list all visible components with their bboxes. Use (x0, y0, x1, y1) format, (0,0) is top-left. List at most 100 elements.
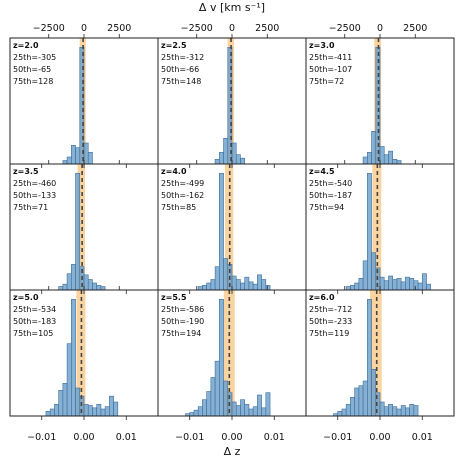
histogram-bar (240, 282, 245, 291)
histogram-bar (202, 399, 207, 417)
p50-label: 50th=-233 (309, 317, 352, 326)
redshift-label: z=4.0 (161, 167, 187, 176)
histogram-bar (358, 278, 364, 291)
histogram-bar (409, 404, 415, 417)
histogram-bar (350, 285, 355, 291)
histogram-bar (206, 391, 212, 417)
histogram-bar (92, 282, 97, 291)
histogram-bar (235, 405, 241, 417)
histogram-bar (426, 283, 432, 291)
p75-label: 75th=128 (13, 77, 53, 86)
histogram-bar (66, 273, 72, 291)
p50-label: 50th=-133 (13, 191, 56, 200)
panel: z=2.0 25th=-305 50th=-65 75th=128 (9, 37, 159, 165)
redshift-label: z=6.0 (309, 293, 335, 302)
p50-label: 50th=-187 (309, 191, 352, 200)
histogram-bar (231, 275, 237, 291)
histogram-bar (214, 266, 220, 291)
histogram-bar (383, 280, 389, 291)
panel: z=4.0 25th=-499 50th=-162 75th=85 (157, 163, 307, 291)
p25-label: 25th=-411 (309, 53, 352, 62)
p50-label: 50th=-183 (13, 317, 56, 326)
x-tick-label: −0.01 (323, 432, 352, 443)
histogram-bar (341, 408, 347, 417)
histogram-bar (210, 377, 216, 417)
histogram-bar (379, 146, 385, 165)
x-tick-label: 0.01 (412, 432, 433, 443)
histogram-bar (417, 282, 423, 291)
redshift-label: z=5.5 (161, 293, 187, 302)
p75-label: 75th=119 (309, 329, 349, 338)
x-tick-label: 0.01 (116, 432, 137, 443)
p50-label: 50th=-190 (161, 317, 204, 326)
panel: z=3.5 25th=-460 50th=-133 75th=71 (9, 163, 159, 291)
histogram-bar (421, 273, 427, 291)
histogram-bar (58, 286, 64, 291)
panel: z=3.0 25th=-411 50th=-107 75th=72 (305, 37, 455, 165)
p25-label: 25th=-540 (309, 179, 352, 188)
histogram-bar (392, 406, 398, 417)
redshift-label: z=4.5 (309, 167, 335, 176)
histogram-bar (261, 407, 267, 417)
p75-label: 75th=85 (161, 203, 196, 212)
histogram-bar (367, 173, 372, 291)
histogram-bar (383, 406, 389, 417)
histogram-bar (189, 412, 195, 417)
histogram-bar (223, 380, 229, 417)
histogram-bar (202, 285, 207, 291)
bottom-axis-label: Δ z (224, 445, 241, 458)
p50-label: 50th=-65 (13, 65, 51, 74)
histogram-bar (392, 159, 398, 165)
p75-label: 75th=148 (161, 77, 201, 86)
histogram-bar (413, 280, 419, 291)
redshift-label: z=2.0 (13, 41, 39, 50)
histogram-bar (244, 276, 250, 291)
p25-label: 25th=-499 (161, 179, 204, 188)
top-tick-label: −2500 (181, 23, 213, 34)
top-tick-label: 2500 (403, 23, 427, 34)
histogram-bar (345, 404, 351, 417)
redshift-label: z=3.5 (13, 167, 39, 176)
p50-label: 50th=-162 (161, 191, 204, 200)
histogram-bar (388, 404, 393, 417)
percentile-band (369, 290, 382, 416)
histogram-bar (354, 387, 360, 417)
histogram-bar (87, 152, 93, 165)
histogram-bar (413, 405, 419, 417)
top-tick-label: 0 (229, 23, 235, 34)
p25-label: 25th=-534 (13, 305, 56, 314)
histogram-bar (75, 147, 81, 165)
histogram-bar (62, 383, 68, 417)
x-tick-label: −0.01 (27, 432, 56, 443)
histogram-bar (400, 281, 406, 291)
histogram-bar (83, 274, 89, 291)
histogram-bar (362, 380, 368, 417)
histogram-bar (235, 154, 241, 165)
panel: z=4.5 25th=-540 50th=-187 75th=94 (305, 163, 455, 291)
histogram-bar (75, 387, 81, 417)
p75-label: 75th=105 (13, 329, 53, 338)
x-tick-label: −0.01 (175, 432, 204, 443)
histogram-bar (392, 279, 398, 291)
histogram-bar (197, 406, 203, 417)
histogram-bar (383, 154, 389, 165)
p25-label: 25th=-712 (309, 305, 352, 314)
histogram-bar (235, 279, 241, 291)
histogram-bar (231, 142, 237, 165)
histogram-bar (252, 406, 258, 417)
histogram-bar (371, 369, 377, 417)
histogram-bar (257, 274, 262, 291)
histogram-bar (379, 276, 385, 291)
redshift-label: z=5.0 (13, 293, 39, 302)
bottom-axis: −0.01 0.00 0.01 −0.01 0.00 0.01 −0.01 0.00 0.01 (27, 432, 433, 443)
p75-label: 75th=71 (13, 203, 48, 212)
percentile-band (77, 164, 86, 290)
p25-label: 25th=-305 (13, 53, 56, 62)
histogram-bar (210, 279, 216, 291)
histogram-bar (362, 156, 368, 165)
histogram-bar (71, 299, 76, 417)
histogram-bar (367, 152, 372, 165)
histogram-bar (66, 156, 72, 165)
histogram-bar (96, 285, 102, 291)
panel: z=2.5 25th=-312 50th=-66 75th=148 (157, 37, 307, 165)
